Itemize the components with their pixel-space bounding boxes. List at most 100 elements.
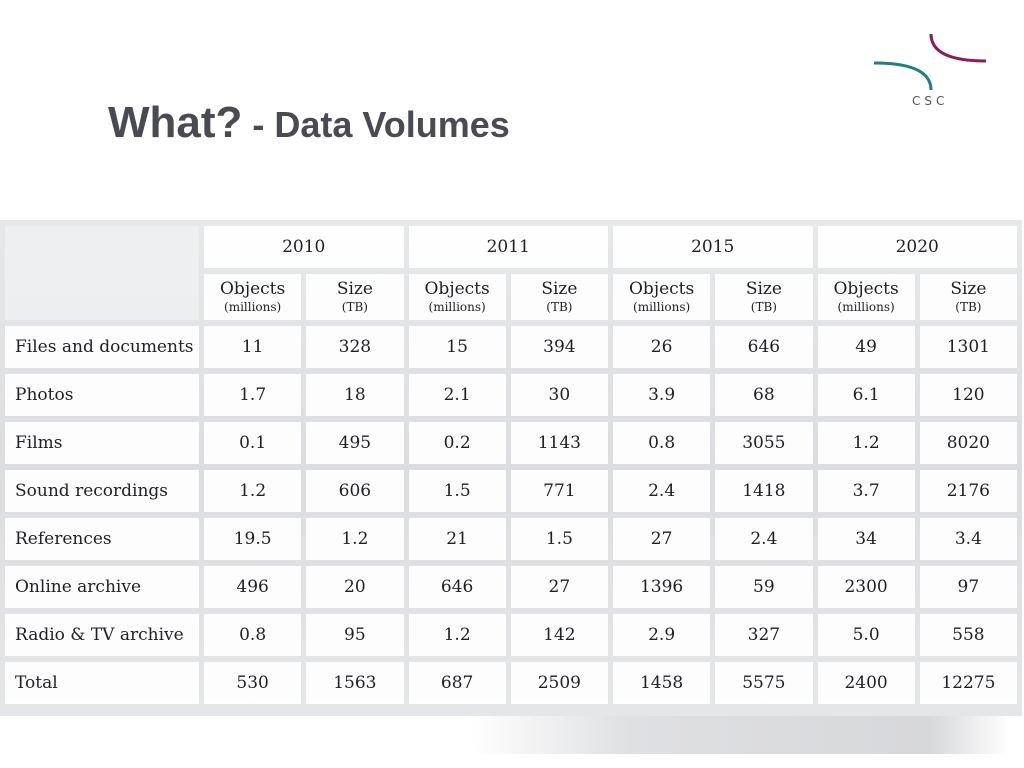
size-value: 2176 [919,470,1017,512]
table-row: Sound recordings 1.2 606 1.5 771 2.4 1418 3.7 21… [5,470,1017,512]
year-header: 2010 [204,226,404,268]
data-volumes-table: 2010 2011 2015 2020 Objects (millions) Size (T… [0,220,1022,710]
size-value: 771 [510,470,608,512]
size-value: 142 [510,614,608,656]
objects-header-label: Objects [629,278,695,299]
objects-value: 3.9 [613,374,711,416]
table-row: References 19.5 1.2 21 1.5 27 2.4 34 3.4 [5,518,1017,560]
objects-header: Objects (millions) [613,274,711,320]
objects-value: 2.4 [613,470,711,512]
objects-value: 1396 [613,566,711,608]
size-header-unit: (TB) [546,299,573,314]
size-value: 27 [510,566,608,608]
size-value: 3.4 [919,518,1017,560]
table-row: Online archive 496 20 646 27 1396 59 2300 97 [5,566,1017,608]
year-header: 2015 [613,226,813,268]
size-value: 3055 [715,422,813,464]
objects-value: 2400 [817,662,915,704]
size-value: 2.4 [715,518,813,560]
objects-header-unit: (millions) [837,299,895,314]
objects-value: 1.2 [408,614,506,656]
size-header: Size (TB) [306,274,404,320]
subheader-row: Objects (millions) Size (TB) Objects (million… [5,274,1017,320]
year-header: 2011 [408,226,608,268]
objects-value: 646 [408,566,506,608]
objects-value: 530 [204,662,302,704]
objects-header: Objects (millions) [817,274,915,320]
size-header-unit: (TB) [341,299,368,314]
year-header: 2020 [817,226,1017,268]
objects-value: 21 [408,518,506,560]
objects-value: 19.5 [204,518,302,560]
size-value: 1418 [715,470,813,512]
row-label: Films [5,422,199,464]
objects-value: 27 [613,518,711,560]
objects-value: 2300 [817,566,915,608]
objects-header-unit: (millions) [633,299,691,314]
size-value: 5575 [715,662,813,704]
size-header-label: Size [745,278,782,299]
size-header-label: Size [541,278,578,299]
size-header-label: Size [336,278,373,299]
objects-value: 3.7 [817,470,915,512]
size-value: 59 [715,566,813,608]
objects-value: 0.8 [204,614,302,656]
objects-header-label: Objects [833,278,899,299]
csc-logo: CSC [868,30,992,110]
objects-value: 0.8 [613,422,711,464]
objects-value: 0.1 [204,422,302,464]
size-value: 394 [510,326,608,368]
slide-title: What? - Data Volumes [108,98,510,148]
objects-value: 0.2 [408,422,506,464]
size-value: 120 [919,374,1017,416]
size-value: 558 [919,614,1017,656]
size-header: Size (TB) [510,274,608,320]
table-row: Radio & TV archive 0.8 95 1.2 142 2.9 327 5.0 55… [5,614,1017,656]
size-value: 1.2 [306,518,404,560]
table-row: Photos 1.7 18 2.1 30 3.9 68 6.1 120 [5,374,1017,416]
size-value: 1563 [306,662,404,704]
size-value: 646 [715,326,813,368]
size-header-unit: (TB) [955,299,982,314]
objects-value: 34 [817,518,915,560]
objects-value: 11 [204,326,302,368]
year-header-row: 2010 2011 2015 2020 [5,226,1017,320]
csc-logo-mark-icon [873,33,987,91]
objects-value: 496 [204,566,302,608]
corner-cell [5,226,199,320]
objects-value: 15 [408,326,506,368]
objects-value: 1.7 [204,374,302,416]
size-header-label: Size [950,278,987,299]
objects-value: 2.9 [613,614,711,656]
row-label: Photos [5,374,199,416]
objects-value: 2.1 [408,374,506,416]
table-row: Films 0.1 495 0.2 1143 0.8 3055 1.2 8020 [5,422,1017,464]
objects-header-unit: (millions) [428,299,486,314]
size-value: 495 [306,422,404,464]
row-label: References [5,518,199,560]
objects-header: Objects (millions) [408,274,506,320]
size-value: 327 [715,614,813,656]
size-value: 328 [306,326,404,368]
size-value: 97 [919,566,1017,608]
size-value: 1301 [919,326,1017,368]
size-value: 68 [715,374,813,416]
size-value: 606 [306,470,404,512]
slide-title-sub: - Data Volumes [242,104,510,145]
row-label: Sound recordings [5,470,199,512]
size-header-unit: (TB) [750,299,777,314]
size-value: 2509 [510,662,608,704]
data-volumes-table-panel: 2010 2011 2015 2020 Objects (millions) Size (T… [0,220,1022,716]
size-value: 18 [306,374,404,416]
row-label: Total [5,662,199,704]
objects-header-label: Objects [424,278,490,299]
objects-value: 1458 [613,662,711,704]
size-value: 95 [306,614,404,656]
decorative-shadow [470,716,1010,754]
size-header: Size (TB) [715,274,813,320]
table-row: Total 530 1563 687 2509 1458 5575 2400 12275 [5,662,1017,704]
objects-header-unit: (millions) [224,299,282,314]
slide-title-main: What? [108,98,243,147]
objects-value: 1.2 [204,470,302,512]
size-value: 12275 [919,662,1017,704]
